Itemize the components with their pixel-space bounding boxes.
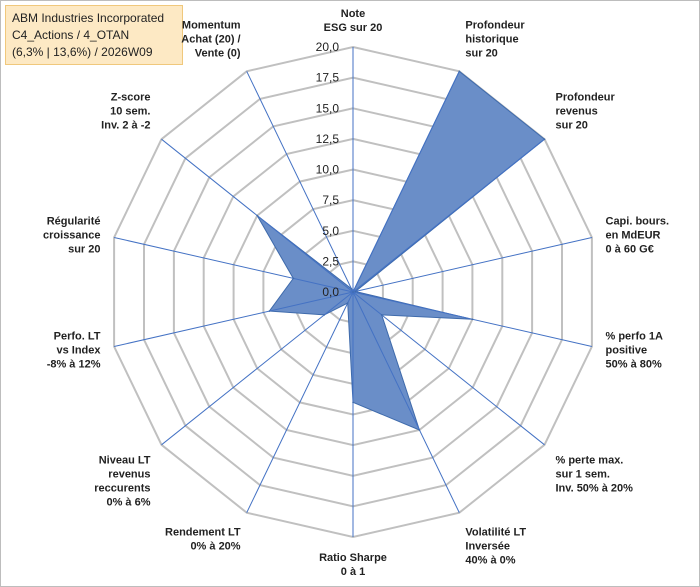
axis-label-line: % perte max. xyxy=(556,455,624,467)
tick-label: 20,0 xyxy=(316,40,340,54)
data-point xyxy=(380,314,383,316)
axis-label-line: Profondeur xyxy=(556,92,616,104)
axis-label-line: Vente (0) xyxy=(195,48,241,60)
data-point xyxy=(323,314,326,316)
data-point xyxy=(292,277,295,280)
portfolio-label: C4_Actions / 4_OTAN xyxy=(12,28,130,42)
axis-label: % perfo 1A positive 50% à 80% xyxy=(606,331,664,371)
data-point xyxy=(352,291,354,293)
axis-label: Capi. bours. en MdEUR 0 à 60 G€ xyxy=(606,215,670,255)
info-box: ABM Industries Incorporated C4_Actions /… xyxy=(5,5,183,65)
axis-label: Note ESG sur 20 xyxy=(324,8,383,34)
axis-label-line: Note xyxy=(341,8,365,20)
axis-label-line: Niveau LT xyxy=(99,455,151,467)
data-point xyxy=(268,310,271,312)
axis-label-line: vs Index xyxy=(56,345,101,357)
axis-label-line: sur 20 xyxy=(556,120,588,132)
axis-label-line: Rendement LT xyxy=(165,526,241,538)
axis-label-line: 0% à 20% xyxy=(190,540,240,552)
axis-spoke xyxy=(352,291,460,513)
axis-label-line: 0 à 1 xyxy=(341,566,365,578)
axis-label-line: revenus xyxy=(556,106,598,118)
data-point xyxy=(471,318,474,321)
axis-spoke xyxy=(113,291,354,347)
axis-label-line: 50% à 80% xyxy=(606,359,662,371)
axis-label: Profondeur revenus sur 20 xyxy=(556,92,616,132)
axis-spoke xyxy=(352,71,460,293)
stats-label: (6,3% | 13,6%) / 2026W09 xyxy=(12,45,153,59)
axis-spoke xyxy=(352,138,545,293)
axis-label-line: Régularité xyxy=(47,215,101,227)
axis-label-line: Profondeur xyxy=(465,20,525,32)
tick-label: 12,5 xyxy=(316,132,340,146)
data-point xyxy=(354,290,357,293)
axis-label-line: ESG sur 20 xyxy=(324,22,383,34)
axis-label-line: Inv. 2 à -2 xyxy=(101,120,150,132)
axis-label-line: croissance xyxy=(43,229,100,241)
axis-label-line: sur 20 xyxy=(68,243,100,255)
axis-label: Niveau LT revenus reccurents 0% à 6% xyxy=(94,455,151,509)
axis-label: Profondeur historique sur 20 xyxy=(465,20,525,60)
axis-spoke xyxy=(161,291,354,446)
axis-label: Ratio Sharpe 0 à 1 xyxy=(319,552,387,578)
axis-label-line: -8% à 12% xyxy=(47,359,101,371)
axis-label-line: Volatilité LT xyxy=(465,526,526,538)
data-series-area xyxy=(256,70,546,431)
axis-label: Perfo. LT vs Index -8% à 12% xyxy=(47,331,102,371)
data-point xyxy=(543,138,546,140)
axis-spoke xyxy=(113,237,354,293)
axis-label-line: 0 à 60 G€ xyxy=(606,243,654,255)
tick-label: 2,5 xyxy=(322,254,339,268)
axis-label-line: revenus xyxy=(108,469,150,481)
company-name: ABM Industries Incorporated xyxy=(12,11,165,25)
axis-label-line: sur 1 sem. xyxy=(556,469,610,481)
axis-label-line: 10 sem. xyxy=(110,106,150,118)
data-point xyxy=(458,70,461,73)
axis-label: Régularité croissance sur 20 xyxy=(43,215,100,255)
axis-label-line: Capi. bours. xyxy=(606,215,670,227)
data-point xyxy=(350,287,353,290)
axis-label-line: 40% à 0% xyxy=(465,554,515,566)
axis-label: % perte max. sur 1 sem. Inv. 50% à 20% xyxy=(556,455,634,495)
axis-label-line: positive xyxy=(606,345,648,357)
axis-label-line: sur 20 xyxy=(465,48,497,60)
axis-label-line: Z-score xyxy=(111,92,151,104)
axis-label-line: Inv. 50% à 20% xyxy=(556,483,634,495)
axis-label-line: Inversée xyxy=(465,540,510,552)
axis-spoke xyxy=(246,291,354,513)
data-point xyxy=(256,214,259,217)
axis-label: Z-score 10 sem. Inv. 2 à -2 xyxy=(101,92,150,132)
tick-label: 5,0 xyxy=(322,224,339,238)
data-point xyxy=(418,429,421,431)
axis-label: Volatilité LT Inversée 40% à 0% xyxy=(465,526,526,566)
axis-label-line: Ratio Sharpe xyxy=(319,552,387,564)
data-point xyxy=(352,401,354,404)
axis-spoke xyxy=(246,71,354,293)
tick-label: 0,0 xyxy=(322,285,339,299)
tick-label: 10,0 xyxy=(316,163,340,177)
axis-label-line: % perfo 1A xyxy=(606,331,664,343)
axis-label-line: historique xyxy=(465,34,518,46)
tick-label: 15,0 xyxy=(316,101,340,115)
data-point xyxy=(346,302,349,304)
axis-label-line: reccurents xyxy=(94,483,150,495)
axis-spoke xyxy=(352,291,545,446)
axis-label: Rendement LT 0% à 20% xyxy=(165,526,241,552)
tick-label: 17,5 xyxy=(316,71,340,85)
axis-label-line: 0% à 6% xyxy=(106,497,150,509)
axis-label-line: Perfo. LT xyxy=(54,331,101,343)
axis-label-line: en MdEUR xyxy=(606,229,661,241)
axis-label-line: Momentum xyxy=(182,20,241,32)
axis-label: Momentum Achat (20) / Vente (0) xyxy=(181,20,241,60)
tick-label: 7,5 xyxy=(322,193,339,207)
axis-label-line: Achat (20) / xyxy=(181,34,240,46)
axis-spoke xyxy=(352,237,593,293)
